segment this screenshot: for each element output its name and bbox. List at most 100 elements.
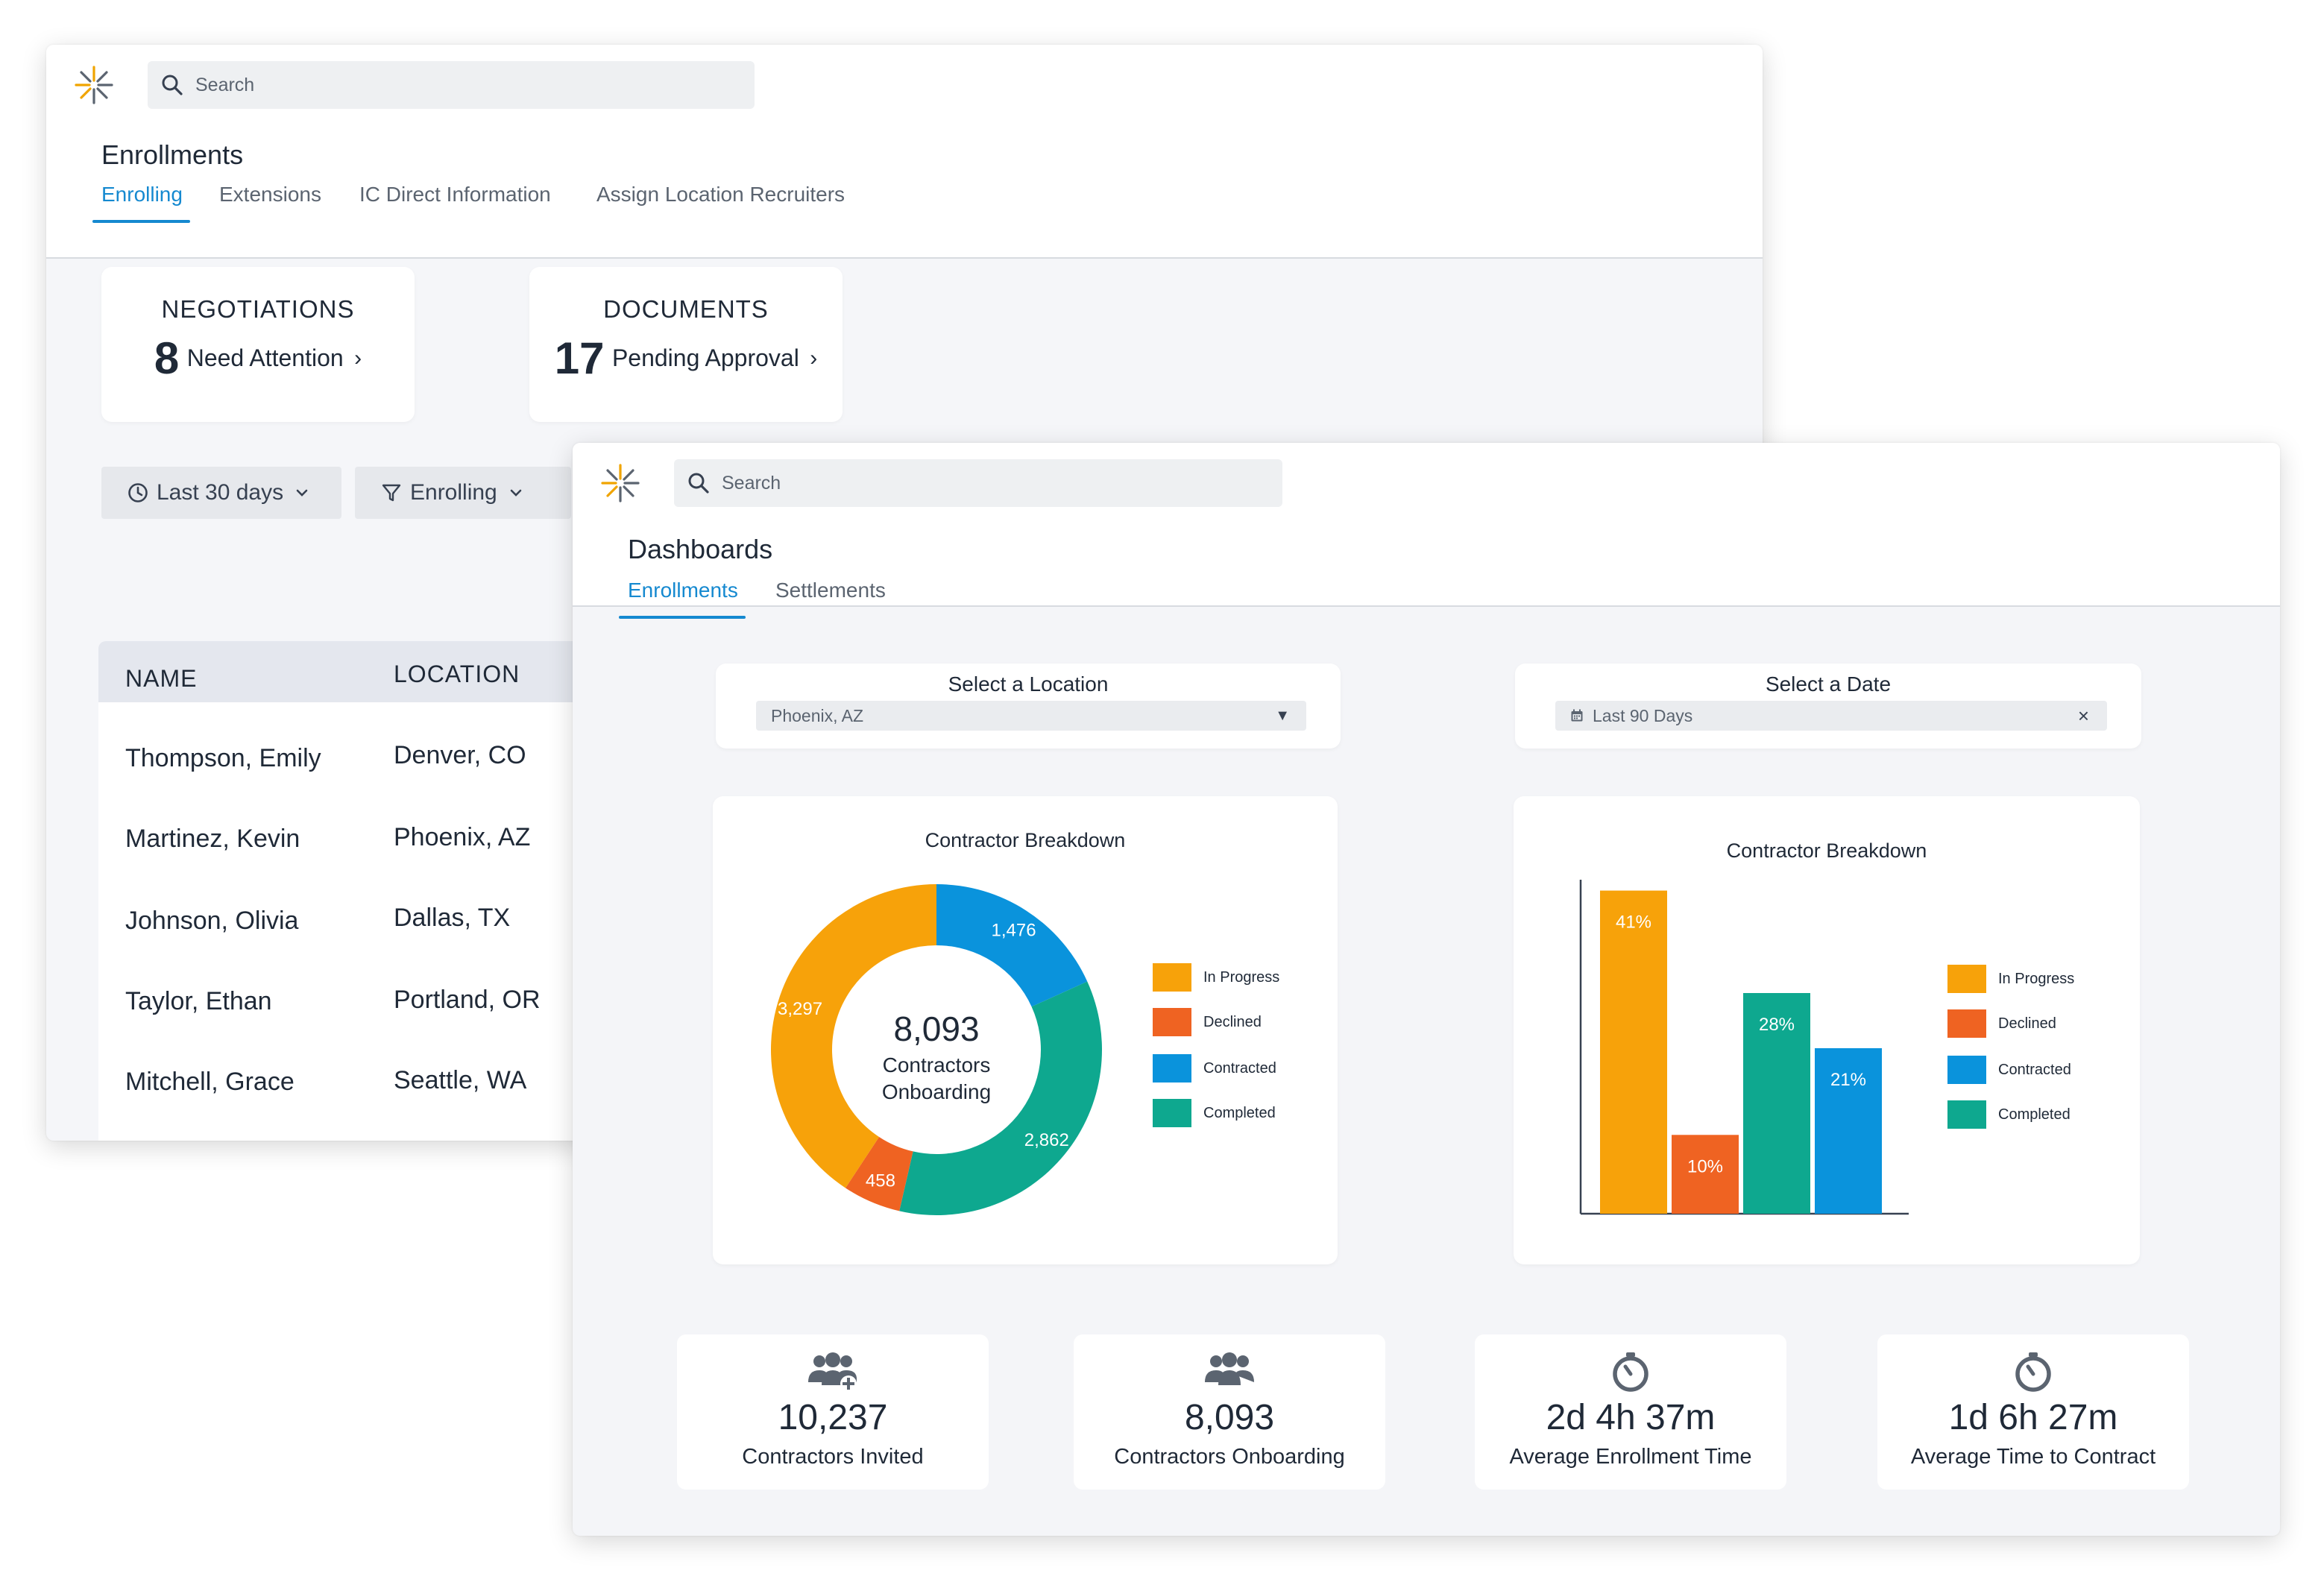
stat-value: 10,237 [778, 1398, 888, 1437]
stat-label: Contractors Invited [742, 1445, 924, 1469]
bar-contracted[interactable] [1815, 1048, 1882, 1214]
chevron-right-icon: › [354, 345, 362, 371]
kpi-label: NEGOTIATIONS [161, 295, 355, 323]
donut-chart-card: Contractor Breakdown 1,476 2,862 458 3,297 … [713, 796, 1338, 1264]
kpi-value: 8 [154, 333, 180, 383]
search-bar[interactable]: Search [148, 61, 755, 109]
page-title: Enrollments [101, 139, 244, 170]
stat-card-contractors-onboarding: 8,093 Contractors Onboarding [1074, 1334, 1385, 1490]
donut-slice-declined[interactable] [845, 1136, 913, 1211]
stat-label: Contractors Onboarding [1114, 1445, 1345, 1469]
bar-chart-title: Contractor Breakdown [1726, 839, 1927, 862]
users-icon [1205, 1352, 1254, 1385]
donut-slice-label: 3,297 [778, 999, 822, 1019]
cell-location: Denver, CO [394, 741, 526, 769]
location-selector-card: Select a Location Phoenix, AZ ▼ [716, 664, 1341, 749]
page-header: Enrollments Enrolling Extensions IC Dire… [46, 125, 1763, 259]
stat-label: Average Time to Contract [1910, 1445, 2156, 1469]
donut-chart-title: Contractor Breakdown [925, 829, 1126, 851]
stat-value: 2d 4h 37m [1546, 1398, 1716, 1437]
bar-in-progress[interactable] [1600, 890, 1667, 1214]
column-header-location[interactable]: LOCATION [394, 661, 520, 687]
donut-slice-label: 1,476 [992, 921, 1036, 941]
search-bar[interactable]: Search [674, 459, 1282, 507]
bar-label: 10% [1687, 1156, 1723, 1176]
tab-assign-location-recruiters[interactable]: Assign Location Recruiters [596, 183, 845, 206]
donut-center-label-2: Onboarding [882, 1080, 991, 1103]
tab-ic-direct-information[interactable]: IC Direct Information [359, 183, 551, 206]
cell-name: Martinez, Kevin [125, 825, 300, 853]
stat-card-contractors-invited: 10,237 Contractors Invited [677, 1334, 989, 1490]
bar-label: 21% [1830, 1070, 1866, 1090]
page-title: Dashboards [628, 534, 773, 564]
kpi-text: Need Attention [186, 344, 344, 371]
date-filter-button[interactable]: Last 30 days [101, 467, 341, 519]
date-selector-card: Select a Date Last 90 Days × [1515, 664, 2141, 749]
donut-slice-in-progress[interactable] [771, 884, 936, 1188]
donut-chart: 1,476 2,862 458 3,297 8,093 Contractors Onb… [771, 884, 1102, 1215]
donut-slice-completed[interactable] [899, 981, 1102, 1215]
search-placeholder: Search [195, 74, 255, 95]
page-header: Dashboards Enrollments Settlements [573, 522, 2280, 619]
column-header-name[interactable]: NAME [125, 665, 198, 692]
dropdown-caret-icon: ▼ [1275, 707, 1290, 724]
legend-in-progress: In Progress [1947, 965, 2074, 993]
bar-label: 28% [1759, 1015, 1795, 1035]
search-icon [688, 473, 709, 494]
top-bar: Search [46, 45, 1763, 126]
search-icon [162, 75, 183, 95]
bar-declined[interactable] [1672, 1135, 1739, 1214]
kpi-value: 17 [554, 333, 605, 383]
stat-card-average-enrollment-time: 2d 4h 37m Average Enrollment Time [1475, 1334, 1786, 1490]
cell-name: Mitchell, Grace [125, 1068, 295, 1096]
cell-location: Seattle, WA [394, 1066, 527, 1094]
calendar-icon [1571, 709, 1583, 722]
tab-settlements[interactable]: Settlements [775, 579, 886, 602]
date-filter-label: Last 30 days [157, 480, 284, 505]
cell-name: Taylor, Ethan [125, 987, 272, 1015]
app-logo-icon [601, 464, 640, 502]
location-select-value: Phoenix, AZ [771, 705, 864, 725]
bar-completed[interactable] [1743, 993, 1810, 1214]
donut-slice-contracted[interactable] [936, 884, 1088, 1007]
legend-contracted: Contracted [1947, 1056, 2071, 1084]
legend-contracted: Contracted [1153, 1054, 1276, 1082]
chevron-down-icon [510, 489, 522, 497]
donut-slice-label: 2,862 [1024, 1130, 1069, 1150]
kpi-card-documents[interactable]: DOCUMENTS 17 Pending Approval › [529, 267, 843, 422]
legend-declined: Declined [1947, 1009, 2056, 1038]
bar-chart: 41% 10% 28% 21% [1579, 880, 1909, 1215]
stopwatch-icon [1613, 1352, 1648, 1392]
stat-value: 8,093 [1184, 1398, 1275, 1437]
filter-icon [382, 484, 401, 502]
kpi-text: Pending Approval [611, 344, 799, 371]
chevron-down-icon [296, 489, 308, 497]
legend-declined: Declined [1153, 1008, 1262, 1036]
clear-icon[interactable]: × [2077, 704, 2089, 727]
legend-in-progress: In Progress [1153, 963, 1279, 992]
users-plus-icon [808, 1352, 857, 1392]
cell-location: Portland, OR [394, 986, 541, 1014]
tab-extensions[interactable]: Extensions [219, 183, 321, 206]
cell-location: Dallas, TX [394, 904, 511, 932]
stat-card-average-time-to-contract: 1d 6h 27m Average Time to Contract [1877, 1334, 2189, 1490]
search-placeholder: Search [722, 472, 781, 494]
top-bar: Search [573, 443, 2280, 523]
cell-name: Johnson, Olivia [125, 907, 299, 935]
tab-enrolling[interactable]: Enrolling [92, 183, 190, 223]
kpi-label: DOCUMENTS [603, 295, 769, 323]
clock-icon [128, 483, 148, 502]
stat-value: 1d 6h 27m [1948, 1398, 2118, 1437]
kpi-card-negotiations[interactable]: NEGOTIATIONS 8 Need Attention › [101, 267, 415, 422]
cell-location: Phoenix, AZ [394, 823, 531, 851]
cell-name: Thompson, Emily [125, 744, 321, 772]
donut-center-value: 8,093 [893, 1009, 979, 1048]
date-select[interactable]: Last 90 Days × [1555, 701, 2107, 731]
location-select-label: Select a Location [948, 672, 1109, 696]
date-select-label: Select a Date [1765, 672, 1892, 696]
tab-enrollments[interactable]: Enrollments [619, 579, 746, 619]
donut-slice-label: 458 [866, 1171, 895, 1191]
location-select[interactable]: Phoenix, AZ ▼ [756, 701, 1306, 731]
stopwatch-icon [2015, 1352, 2051, 1392]
status-filter-button[interactable]: Enrolling [355, 467, 571, 519]
